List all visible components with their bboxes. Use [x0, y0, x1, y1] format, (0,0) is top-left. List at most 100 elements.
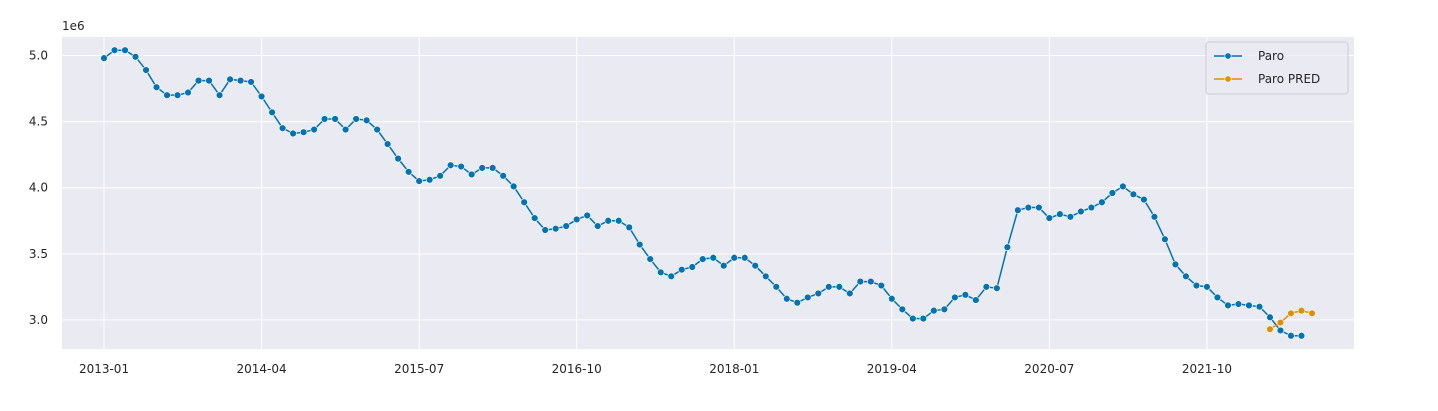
data-point — [236, 76, 245, 85]
y-axis-offset-label: 1e6 — [62, 19, 85, 33]
data-point — [898, 305, 907, 314]
data-point — [1129, 190, 1138, 199]
data-point — [636, 240, 644, 249]
data-point — [457, 162, 465, 171]
data-point — [1077, 207, 1085, 216]
data-point — [888, 295, 896, 303]
data-point — [667, 272, 675, 280]
data-point — [919, 314, 928, 323]
y-tick-label: 5.0 — [29, 49, 48, 63]
data-point — [257, 92, 266, 101]
data-point — [804, 293, 812, 302]
x-tick-label: 2018-01 — [709, 362, 759, 376]
data-point — [856, 277, 865, 286]
data-point — [541, 226, 549, 234]
data-point — [1003, 243, 1012, 251]
data-point — [194, 76, 203, 85]
data-point — [1213, 293, 1222, 302]
data-point — [247, 78, 255, 86]
data-point — [1161, 235, 1169, 243]
data-point — [1297, 332, 1306, 340]
x-tick-label: 2014-04 — [237, 362, 287, 376]
data-point — [299, 128, 308, 136]
data-point — [835, 283, 844, 291]
data-point — [1287, 332, 1295, 340]
data-point — [446, 161, 455, 169]
data-point — [951, 293, 959, 302]
x-tick-label: 2015-07 — [394, 362, 444, 376]
data-point — [142, 66, 150, 74]
data-point — [982, 283, 991, 291]
data-point — [215, 91, 224, 99]
series-paro — [100, 46, 1306, 340]
data-point — [783, 295, 791, 303]
data-point — [1308, 309, 1316, 318]
data-point — [846, 289, 854, 298]
data-point — [310, 125, 318, 134]
data-point — [583, 211, 591, 220]
data-point — [572, 215, 581, 224]
data-point — [1192, 281, 1201, 290]
data-point — [352, 115, 360, 123]
data-point — [793, 299, 801, 307]
data-point — [1276, 326, 1285, 335]
data-point — [530, 214, 539, 222]
data-point — [615, 217, 623, 225]
data-point — [1287, 309, 1295, 318]
x-tick-label: 2013-01 — [79, 362, 129, 376]
data-point — [909, 314, 917, 323]
data-point — [404, 168, 413, 176]
data-point — [551, 224, 560, 233]
data-point — [383, 140, 392, 148]
series-layer — [100, 46, 1316, 340]
data-point — [825, 283, 833, 291]
data-point — [814, 289, 822, 298]
data-point — [877, 281, 886, 290]
plot-background — [62, 37, 1354, 349]
y-tick-label: 4.0 — [29, 181, 48, 195]
data-point — [751, 262, 759, 270]
data-point — [972, 296, 980, 304]
data-point — [205, 76, 213, 85]
data-point — [1035, 203, 1043, 212]
data-point — [730, 254, 738, 262]
data-point — [331, 115, 339, 123]
legend-marker-paro-pred — [1224, 75, 1232, 83]
data-point — [688, 263, 696, 271]
data-point — [520, 198, 528, 206]
data-point — [226, 75, 234, 84]
data-point — [415, 177, 423, 185]
data-point — [1119, 182, 1127, 191]
legend-label-paro-pred: Paro PRED — [1258, 72, 1320, 86]
data-point — [930, 306, 938, 315]
data-point — [341, 125, 350, 134]
data-point — [1234, 300, 1243, 308]
x-tick-label: 2020-07 — [1024, 362, 1074, 376]
data-point — [278, 124, 287, 132]
data-point — [373, 125, 381, 134]
data-point — [478, 164, 486, 172]
data-point — [625, 223, 633, 232]
data-point — [184, 88, 192, 97]
data-point — [1098, 198, 1106, 206]
data-point — [1182, 272, 1190, 280]
data-point — [499, 172, 507, 180]
data-point — [1266, 325, 1274, 333]
data-point — [646, 255, 654, 263]
y-tick-label: 3.5 — [29, 247, 48, 261]
data-point — [1276, 318, 1285, 327]
data-point — [131, 53, 140, 61]
data-point — [289, 129, 297, 138]
data-point — [394, 154, 402, 163]
x-tick-label: 2016-10 — [552, 362, 602, 376]
data-point — [1245, 301, 1253, 310]
data-point — [699, 255, 707, 263]
x-gridlines — [103, 37, 1208, 349]
data-point — [425, 176, 434, 184]
data-point — [467, 170, 476, 179]
data-point — [940, 305, 949, 314]
data-point — [1140, 195, 1148, 204]
data-point — [163, 91, 171, 99]
data-point — [1056, 210, 1064, 218]
data-point — [562, 222, 570, 230]
